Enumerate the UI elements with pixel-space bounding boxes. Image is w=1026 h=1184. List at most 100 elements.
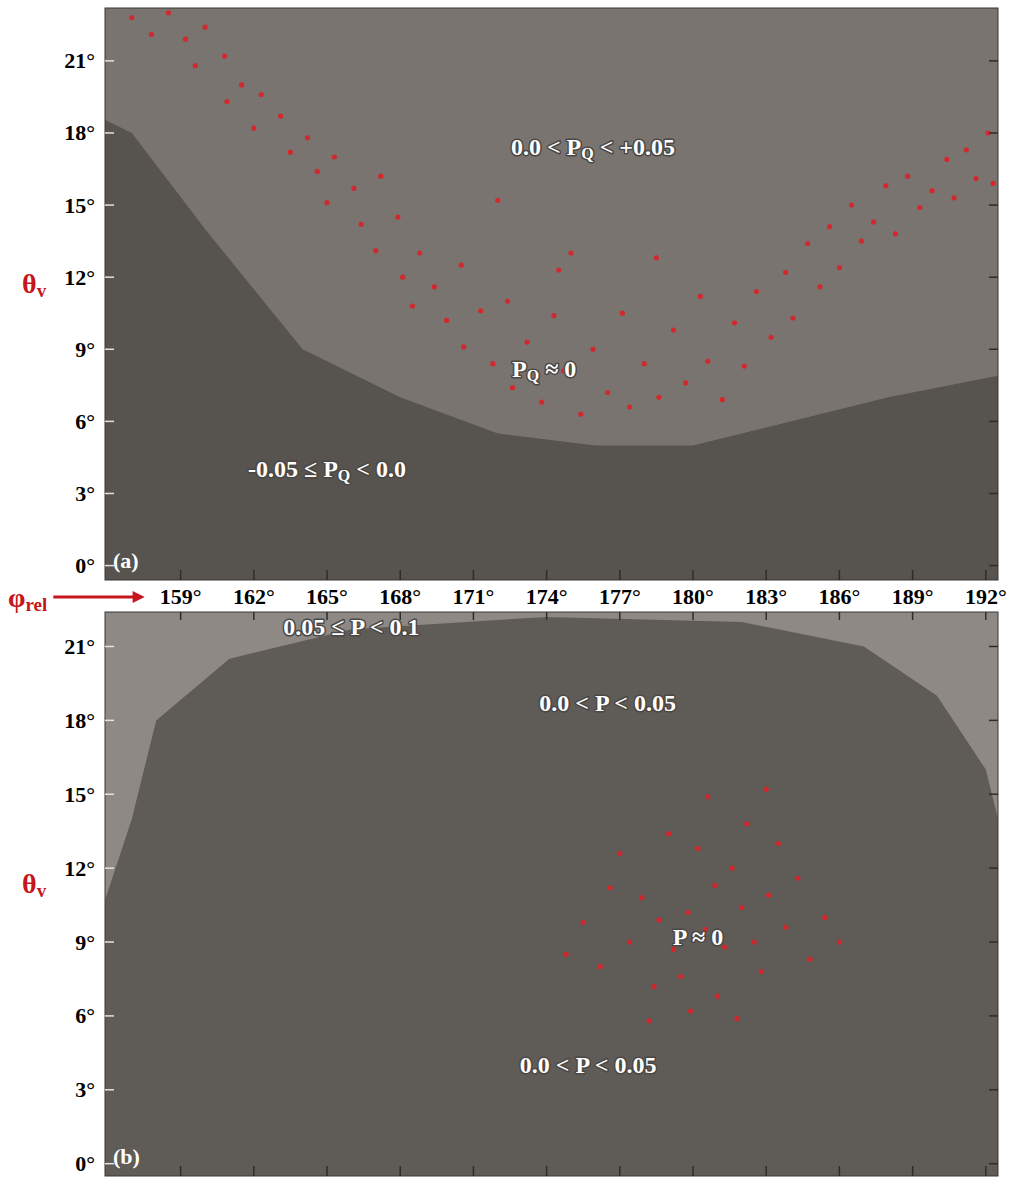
point xyxy=(790,315,795,320)
point xyxy=(744,821,749,826)
subscript: v xyxy=(37,279,47,300)
tick xyxy=(105,132,114,134)
point xyxy=(654,255,659,260)
tick xyxy=(765,570,767,580)
tick xyxy=(912,570,914,580)
point xyxy=(688,1008,693,1013)
tick-label: 6° xyxy=(75,1003,95,1028)
point xyxy=(651,984,656,989)
tick xyxy=(989,941,998,943)
points xyxy=(564,787,843,1024)
text-part: < +0.05 xyxy=(594,134,675,160)
tick-label: 159° xyxy=(160,584,202,609)
point xyxy=(395,215,400,220)
tick-label: 3° xyxy=(75,1077,95,1102)
tick xyxy=(985,612,987,620)
panel-label: (a) xyxy=(113,548,139,573)
point xyxy=(510,385,515,390)
tick xyxy=(546,612,548,620)
tick xyxy=(989,1089,998,1091)
tick xyxy=(989,132,998,134)
tick-label: 15° xyxy=(64,193,95,218)
point xyxy=(239,82,244,87)
point xyxy=(973,176,978,181)
point xyxy=(751,939,756,944)
text-part: 0.0 < P < 0.05 xyxy=(539,690,676,716)
tick-label: 162° xyxy=(233,584,275,609)
annotation: PQ ≈ 0 xyxy=(512,356,576,384)
tick xyxy=(989,493,998,495)
point xyxy=(683,380,688,385)
point xyxy=(859,239,864,244)
tick-label: 18° xyxy=(64,708,95,733)
plot-area xyxy=(105,8,998,580)
tick xyxy=(105,493,114,495)
tick-label: 174° xyxy=(526,584,568,609)
point xyxy=(129,15,134,20)
point xyxy=(359,222,364,227)
point xyxy=(849,203,854,208)
tick xyxy=(399,570,401,580)
panel: 0°3°6°9°12°15°18°21°0.05 ≤ P < 0.10.0 < … xyxy=(22,612,1010,1184)
point xyxy=(608,885,613,890)
tick xyxy=(619,570,621,580)
point xyxy=(742,364,747,369)
tick-label: 171° xyxy=(453,584,495,609)
point xyxy=(581,920,586,925)
point xyxy=(656,917,661,922)
tick xyxy=(105,60,114,62)
tick xyxy=(473,1166,475,1176)
tick xyxy=(180,1166,182,1176)
point xyxy=(568,251,573,256)
point xyxy=(905,174,910,179)
point xyxy=(598,964,603,969)
tick-label: 15° xyxy=(64,782,95,807)
tick xyxy=(989,794,998,796)
point xyxy=(642,361,647,366)
tick xyxy=(180,570,182,580)
tick xyxy=(839,570,841,580)
point xyxy=(795,875,800,880)
tick xyxy=(105,941,114,943)
point xyxy=(564,952,569,957)
frame xyxy=(105,8,998,580)
tick xyxy=(989,1163,998,1165)
tick xyxy=(765,612,767,620)
tick xyxy=(692,612,694,620)
point xyxy=(444,318,449,323)
point xyxy=(678,974,683,979)
tick-label: 18° xyxy=(64,120,95,145)
point xyxy=(647,1018,652,1023)
tick xyxy=(105,276,114,278)
region xyxy=(105,109,998,580)
point xyxy=(783,925,788,930)
point xyxy=(400,275,405,280)
tick xyxy=(326,1166,328,1176)
point xyxy=(288,150,293,155)
point xyxy=(837,939,842,944)
tick xyxy=(619,612,621,620)
text-part: -0.05 ≤ P xyxy=(248,456,338,482)
tick xyxy=(989,276,998,278)
point xyxy=(871,219,876,224)
text-part: 0.05 ≤ P < 0.1 xyxy=(283,614,419,640)
subscript: rel xyxy=(25,594,47,615)
point xyxy=(490,361,495,366)
tick xyxy=(985,1166,987,1176)
point xyxy=(715,994,720,999)
point xyxy=(730,866,735,871)
tick xyxy=(912,1166,914,1176)
tick xyxy=(912,612,914,620)
tick xyxy=(253,612,255,620)
point xyxy=(639,895,644,900)
point xyxy=(893,231,898,236)
point xyxy=(930,188,935,193)
frame xyxy=(105,612,998,1176)
point xyxy=(315,169,320,174)
point xyxy=(720,397,725,402)
point xyxy=(817,284,822,289)
point xyxy=(378,174,383,179)
point xyxy=(149,32,154,37)
point xyxy=(525,340,530,345)
tick xyxy=(105,1015,114,1017)
